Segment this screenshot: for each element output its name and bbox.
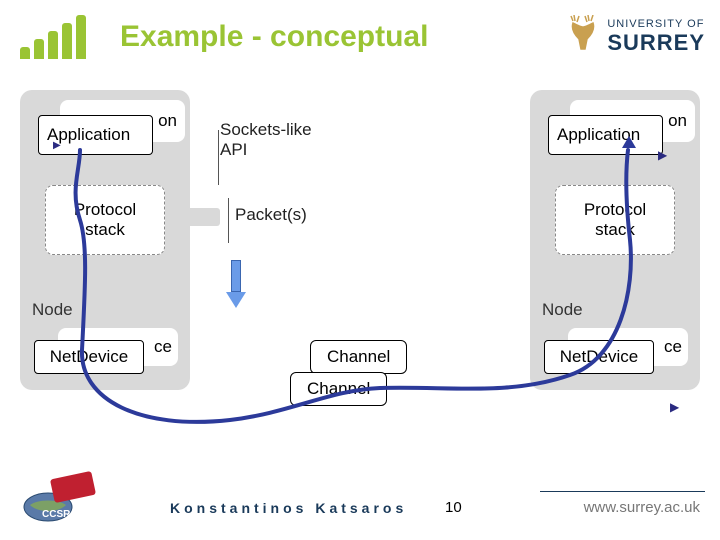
right-node-label: Node (542, 300, 583, 320)
bar-3 (48, 31, 58, 59)
triangle-marker-icon: ▶ (53, 140, 61, 151)
sockets-pointer-line (218, 130, 219, 185)
connector-grey-bar (165, 208, 220, 226)
left-netdevice-box: NetDevice (34, 340, 144, 374)
stag-icon (567, 15, 599, 59)
left-application-box: Application ▶ (38, 115, 153, 155)
triangle-marker-icon: ▶ (658, 148, 667, 162)
bar-2 (34, 39, 44, 59)
conceptual-diagram: on Application ▶ Protocol stack Node ce … (10, 90, 710, 450)
ccsr-logo: CCSR (20, 469, 100, 524)
page-number: 10 (445, 499, 462, 516)
footer-divider (540, 491, 705, 492)
left-netdevice-label: NetDevice (50, 347, 128, 367)
university-logo: UNIVERSITY OF SURREY (567, 15, 705, 59)
right-protocol-label: Protocol stack (584, 200, 646, 240)
channel-box-back: Channel (310, 340, 407, 374)
university-name: SURREY (607, 30, 705, 56)
down-arrow-icon (226, 260, 246, 310)
right-application-label: Application (557, 125, 640, 145)
right-netdevice-box: NetDevice (544, 340, 654, 374)
right-application-box: Application (548, 115, 663, 155)
channel-box-front: Channel (290, 372, 387, 406)
slide-title: Example - conceptual (120, 20, 428, 54)
signal-bars-icon (20, 15, 86, 59)
right-node-container: on Application Protocol stack Node ce Ne… (530, 90, 700, 390)
author-name: Konstantinos Katsaros (170, 500, 407, 516)
right-netdevice-label: NetDevice (560, 347, 638, 367)
university-of-label: UNIVERSITY OF (607, 18, 705, 30)
bar-5 (76, 15, 86, 59)
slide-footer: CCSR Konstantinos Katsaros 10 www.surrey… (0, 462, 720, 532)
left-node-container: on Application ▶ Protocol stack Node ce … (20, 90, 190, 390)
packets-label: Packet(s) (235, 205, 307, 225)
right-protocol-box: Protocol stack (555, 185, 675, 255)
packets-pointer-line (228, 198, 229, 243)
left-protocol-label: Protocol stack (74, 200, 136, 240)
triangle-marker-icon: ▶ (670, 400, 679, 414)
university-url: www.surrey.ac.uk (584, 499, 700, 516)
sockets-api-label: Sockets-like API (220, 120, 312, 160)
bar-1 (20, 47, 30, 59)
ccsr-text: CCSR (42, 509, 71, 520)
left-node-label: Node (32, 300, 73, 320)
slide-header: Example - conceptual UNIVERSITY OF SURRE… (0, 10, 720, 70)
left-protocol-box: Protocol stack (45, 185, 165, 255)
bar-4 (62, 23, 72, 59)
